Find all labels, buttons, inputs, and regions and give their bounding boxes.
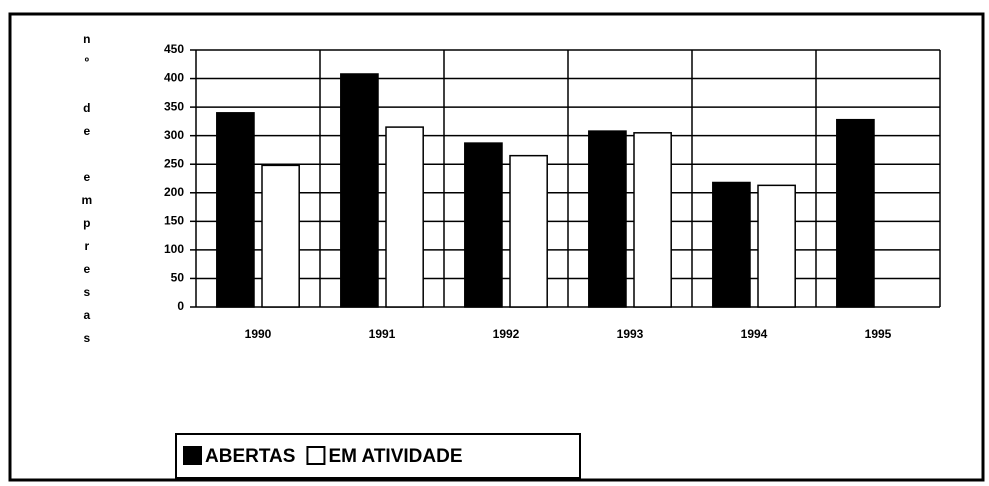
x-tick-label: 1992: [493, 327, 520, 341]
x-tick-label: 1991: [369, 327, 396, 341]
y-tick-label: 350: [164, 99, 184, 113]
y-tick-label: 50: [171, 271, 185, 285]
x-tick-label: 1993: [617, 327, 644, 341]
bar: [464, 142, 503, 308]
y-tick-label: 200: [164, 185, 184, 199]
x-tick-label: 1994: [741, 327, 768, 341]
bar: [836, 118, 875, 308]
legend-label: EM ATIVIDADE: [328, 446, 462, 467]
bar: [757, 184, 796, 308]
bar: [509, 154, 548, 308]
y-tick-label: 250: [164, 156, 184, 170]
bar: [385, 126, 424, 308]
legend-swatch: [306, 446, 326, 465]
y-tick-label: 400: [164, 71, 184, 85]
x-tick-label: 1995: [865, 327, 892, 341]
y-tick-label: 100: [164, 242, 184, 256]
y-tick-label: 450: [164, 42, 184, 56]
legend-box: [175, 433, 581, 479]
legend-swatch: [183, 446, 202, 465]
bar: [216, 112, 255, 308]
bar: [633, 132, 672, 308]
legend-label: ABERTAS: [205, 446, 295, 467]
x-tick-label: 1990: [245, 327, 272, 341]
y-axis-label: nº de empresas: [80, 32, 94, 354]
y-tick-label: 300: [164, 128, 184, 142]
y-tick-label: 0: [177, 299, 184, 313]
bar: [712, 181, 751, 308]
bar: [340, 73, 379, 308]
y-tick-label: 150: [164, 214, 184, 228]
bar: [588, 130, 627, 308]
bar: [261, 164, 300, 308]
